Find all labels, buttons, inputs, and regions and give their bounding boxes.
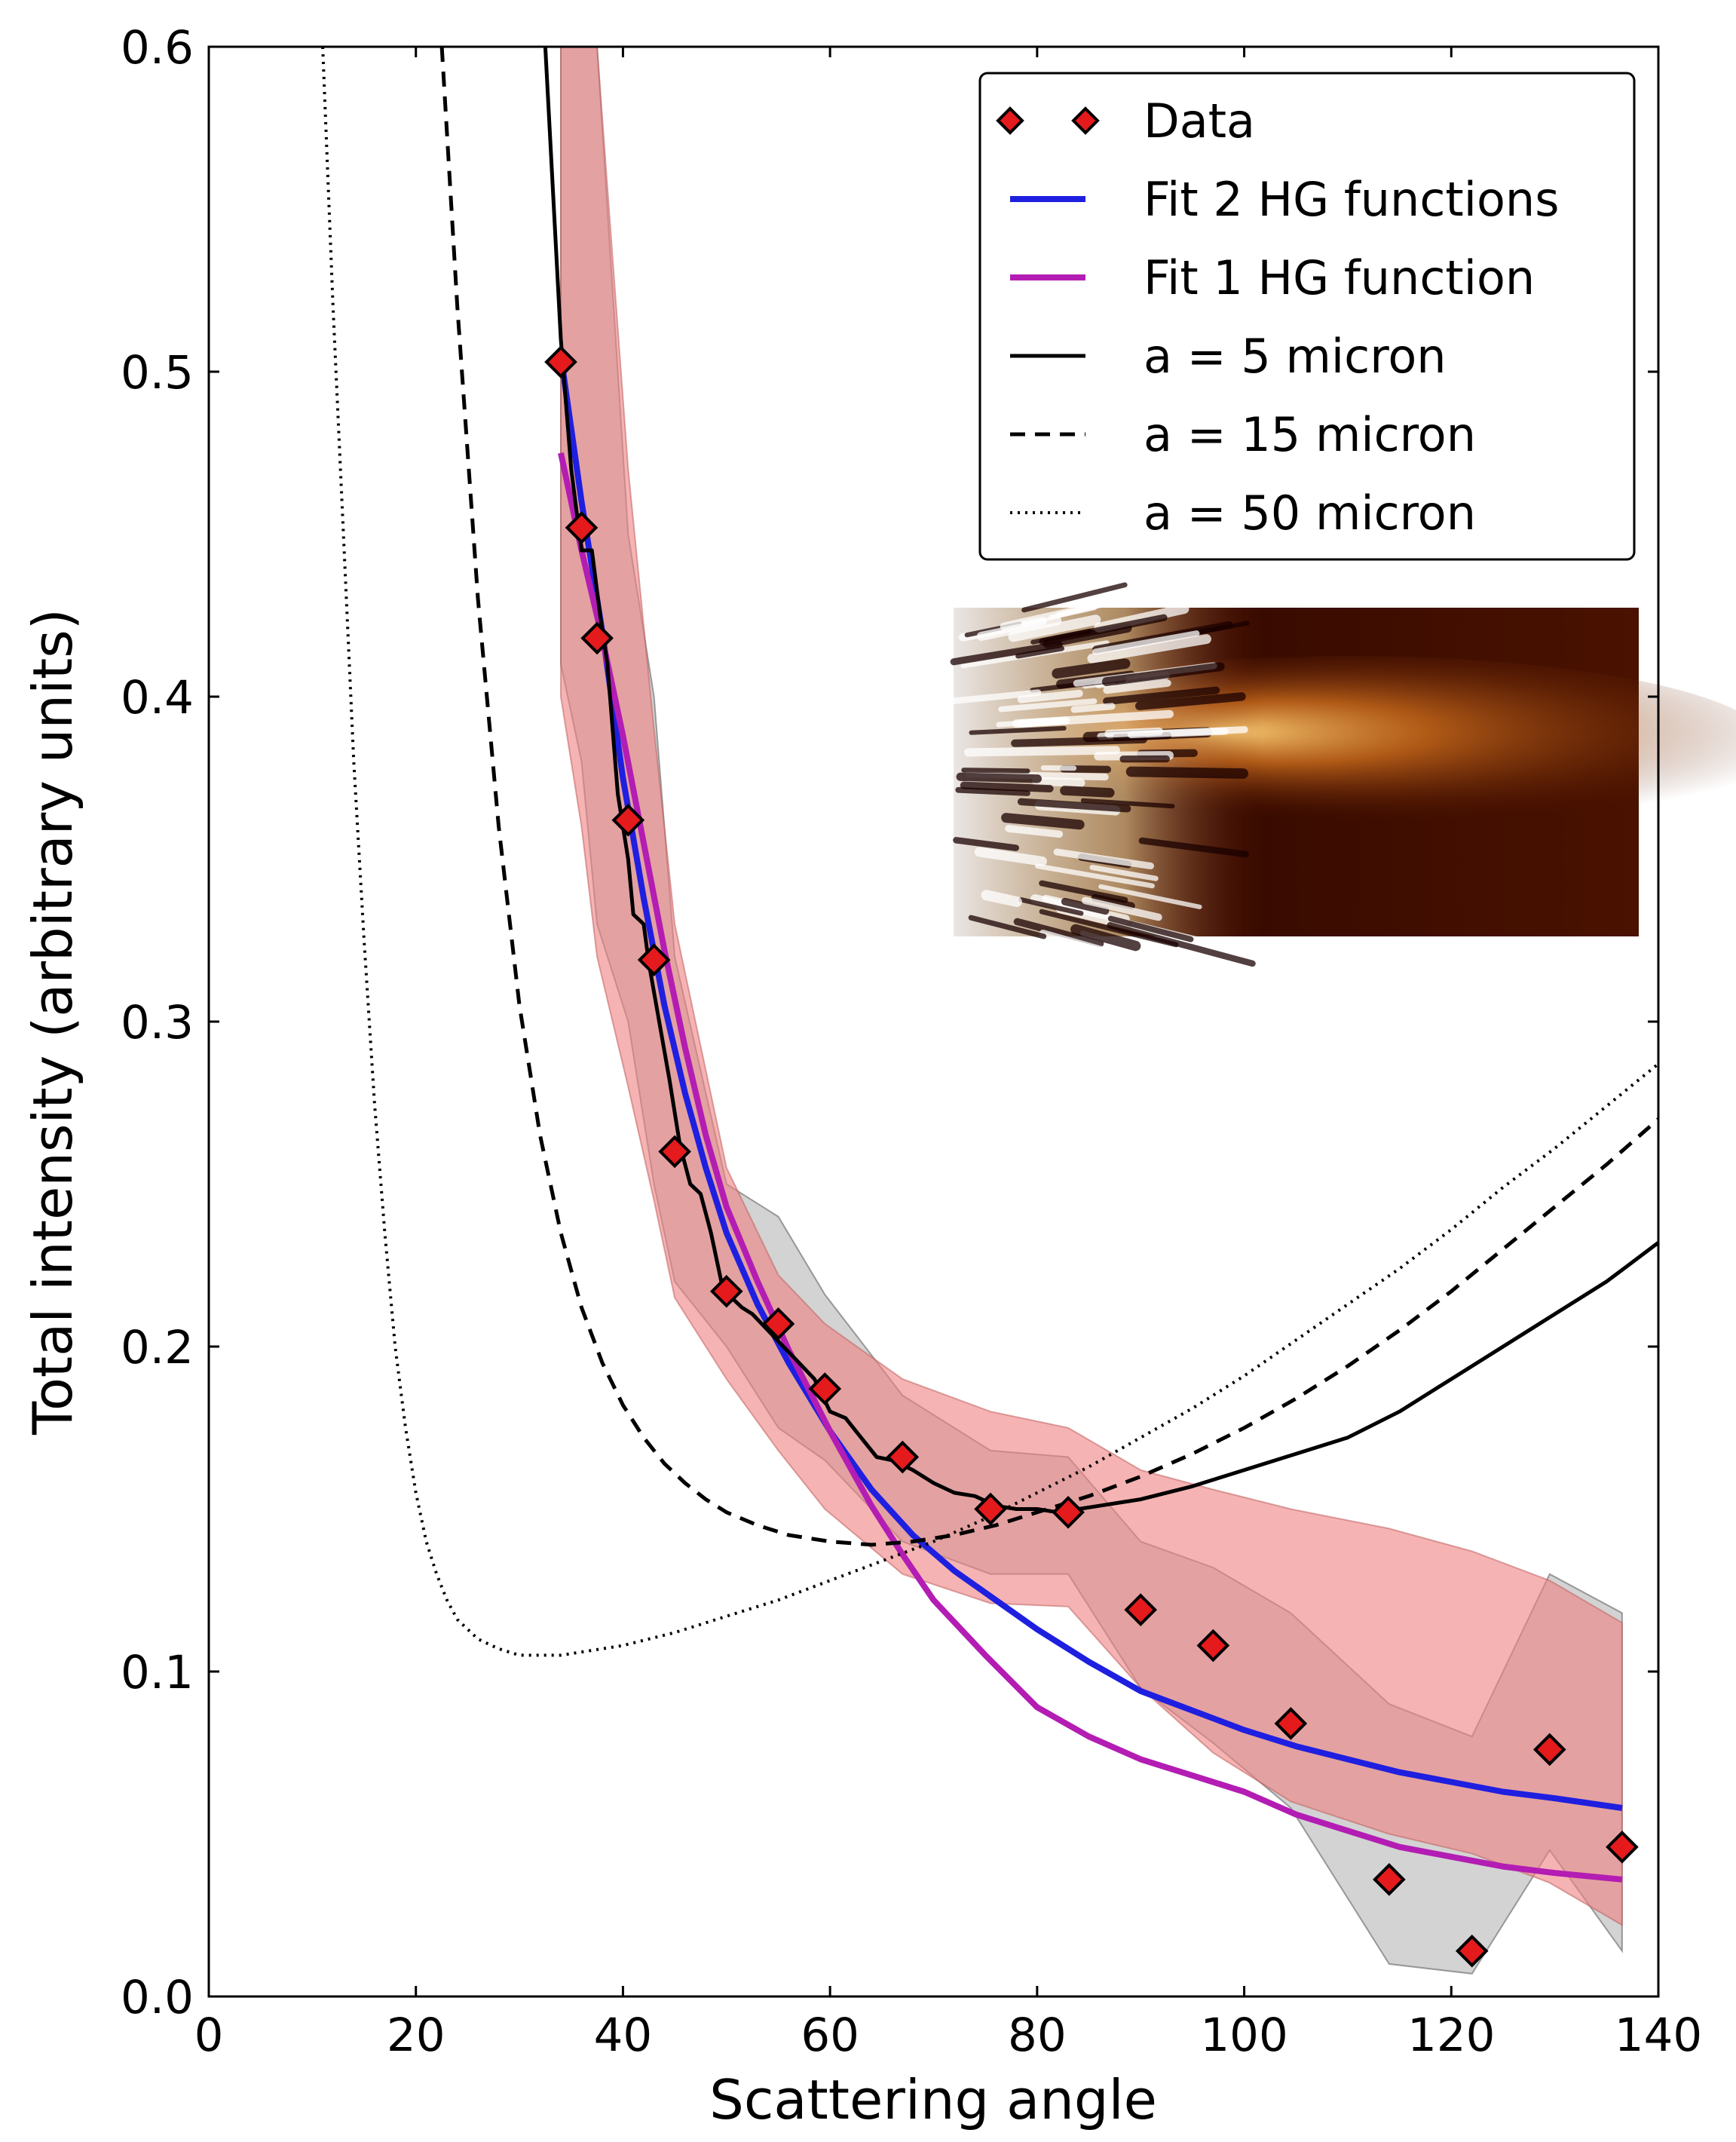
data-point <box>1124 1593 1158 1626</box>
legend-label: a = 5 micron <box>1144 329 1447 384</box>
legend-label: Fit 2 HG functions <box>1144 172 1560 227</box>
data-point <box>1052 1495 1085 1529</box>
y-tick-label: 0.0 <box>121 1971 194 2024</box>
data-point <box>886 1440 920 1474</box>
y-tick-label: 0.1 <box>121 1646 194 1699</box>
legend-box <box>978 72 1636 561</box>
legend-label: Data <box>1144 93 1255 149</box>
legend-label: a = 15 micron <box>1144 407 1476 462</box>
y-tick-label: 0.4 <box>121 671 194 725</box>
legend-label: Fit 1 HG function <box>1144 250 1535 305</box>
data-point <box>1455 1934 1489 1968</box>
data-point <box>544 345 577 378</box>
data-point <box>580 621 614 655</box>
band-red <box>560 47 1623 1926</box>
x-tick-label: 140 <box>1615 2009 1702 2062</box>
series-line-3 <box>543 47 1658 1515</box>
data-point <box>611 803 645 837</box>
data-markers <box>544 345 1639 1968</box>
data-point <box>658 1135 691 1169</box>
x-axis-label: Scattering angle <box>709 2068 1157 2131</box>
y-tick-label: 0.3 <box>121 996 194 1050</box>
data-point <box>1196 1629 1230 1662</box>
series-line-2 <box>558 452 1623 1883</box>
inset-image <box>927 580 1736 976</box>
legend-swatch-data <box>996 106 1024 135</box>
data-point <box>565 511 599 544</box>
legend: Data Fit 2 HG functions Fit 1 HG function a… <box>978 72 1636 561</box>
data-point <box>974 1492 1007 1526</box>
data-point <box>1373 1863 1406 1896</box>
legend-label: a = 50 micron <box>1144 486 1476 541</box>
x-axis-ticks: 0 20 40 60 80 100 120 140 <box>194 47 1702 2062</box>
x-tick-label: 60 <box>801 2009 859 2062</box>
data-point <box>637 943 671 976</box>
data-point <box>1274 1707 1308 1740</box>
legend-swatch-data <box>1071 106 1100 135</box>
data-point <box>761 1307 795 1341</box>
y-axis-label: Total intensity (arbitrary units) <box>21 608 84 1436</box>
x-tick-label: 0 <box>194 2009 224 2062</box>
uncertainty-bands <box>560 47 1623 1975</box>
x-tick-label: 120 <box>1407 2009 1495 2062</box>
data-point <box>709 1274 743 1308</box>
y-axis-ticks: 0.0 0.1 0.2 0.3 0.4 0.5 0.6 <box>121 21 1658 2024</box>
x-tick-label: 80 <box>1008 2009 1067 2062</box>
y-tick-label: 0.5 <box>121 346 194 400</box>
x-tick-label: 100 <box>1200 2009 1287 2062</box>
y-tick-label: 0.2 <box>121 1321 194 1374</box>
x-tick-label: 40 <box>594 2009 653 2062</box>
x-tick-label: 20 <box>387 2009 445 2062</box>
data-point <box>1606 1830 1639 1864</box>
y-tick-label: 0.6 <box>121 21 194 75</box>
data-point <box>808 1372 842 1405</box>
data-point <box>1532 1733 1566 1767</box>
